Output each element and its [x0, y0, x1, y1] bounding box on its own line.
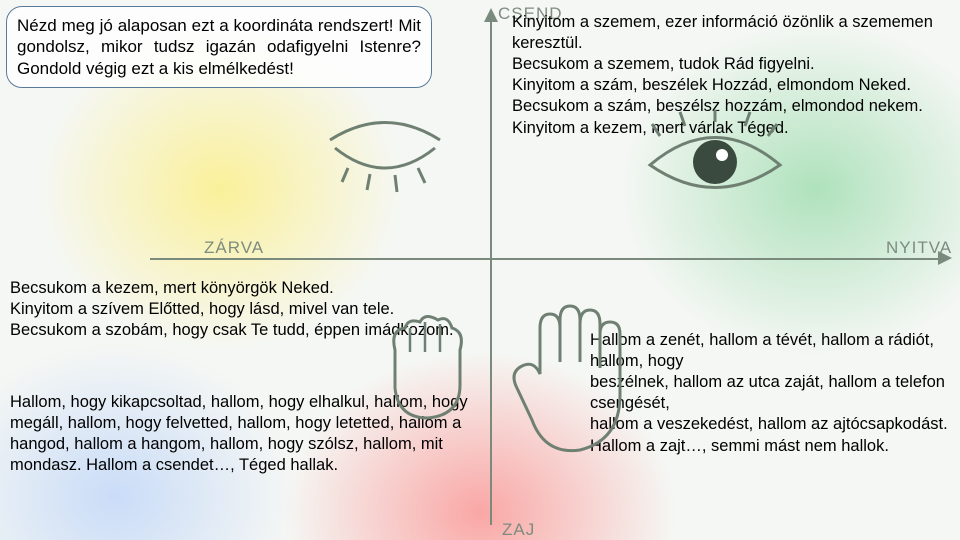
axis-label-right: NYITVA	[886, 238, 952, 258]
axis-label-bottom: ZAJ	[502, 520, 535, 540]
axis-vertical	[490, 15, 492, 525]
diagram-canvas: CSEND ZAJ ZÁRVA NYITVA Nézd meg jó alapo…	[0, 0, 960, 540]
axis-horizontal	[150, 258, 940, 260]
arrow-up-icon	[484, 8, 498, 22]
eye-closed-icon	[320, 110, 450, 200]
hand-closed-icon	[370, 310, 480, 430]
text-bottom-right: Hallom a zenét, hallom a tévét, hallom a…	[590, 330, 950, 457]
axis-label-left: ZÁRVA	[204, 238, 264, 258]
eye-open-icon	[640, 110, 790, 210]
intro-box: Nézd meg jó alaposan ezt a koordináta re…	[6, 6, 432, 88]
hand-open-icon	[500, 300, 640, 470]
